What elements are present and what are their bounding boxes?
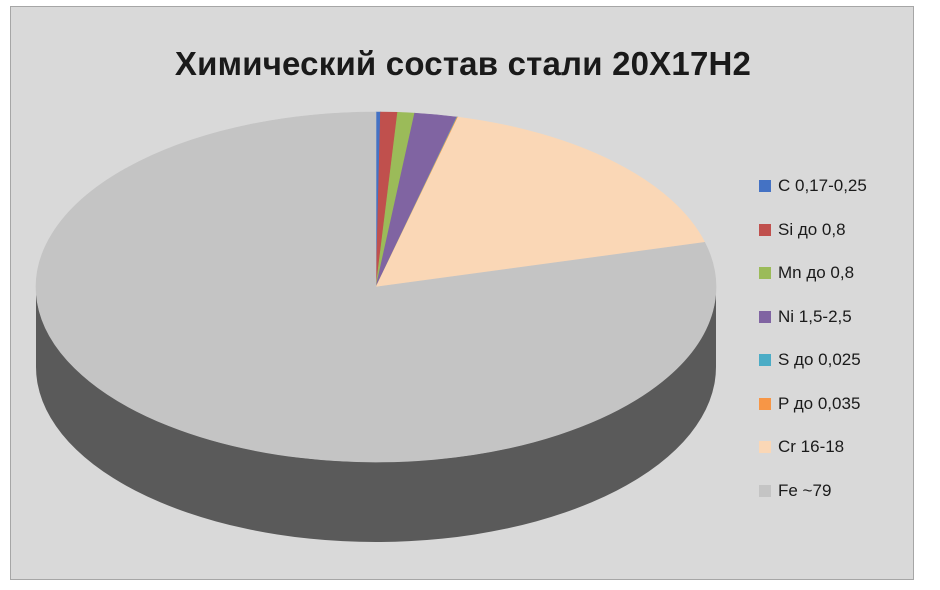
legend-item: P до 0,035 <box>759 391 919 435</box>
legend-item: Mn до 0,8 <box>759 260 919 304</box>
legend-label: Ni 1,5-2,5 <box>778 306 852 326</box>
chart-area: Химический состав стали 20Х17Н2 C 0,17-0… <box>10 6 914 580</box>
legend-swatch <box>759 441 771 453</box>
legend-item: C 0,17-0,25 <box>759 173 919 217</box>
legend-swatch <box>759 223 771 236</box>
legend: C 0,17-0,25 Si до 0,8 Mn до 0,8 Ni 1,5-2,5 S… <box>759 173 919 521</box>
legend-label: C 0,17-0,25 <box>778 176 867 195</box>
pie-side-fe <box>36 287 716 542</box>
legend-label: Fe ~79 <box>778 480 832 500</box>
pie-slice-fe <box>35 111 717 463</box>
pie-chart <box>35 111 717 542</box>
legend-label: Si до 0,8 <box>778 219 846 239</box>
legend-item: Si до 0,8 <box>759 217 919 261</box>
legend-label: S до 0,025 <box>778 350 861 369</box>
legend-swatch <box>759 354 771 366</box>
legend-swatch <box>759 484 771 497</box>
legend-item: Fe ~79 <box>759 478 919 522</box>
legend-label: Mn до 0,8 <box>778 263 855 282</box>
legend-swatch <box>759 397 771 410</box>
legend-item: S до 0,025 <box>759 347 919 391</box>
legend-swatch <box>759 310 771 323</box>
legend-swatch <box>759 267 771 279</box>
legend-item: Cr 16-18 <box>759 434 919 478</box>
pie-slice-cr <box>375 116 706 288</box>
legend-label: Cr 16-18 <box>778 437 845 456</box>
chart-title: Химический состав стали 20Х17Н2 <box>174 45 752 82</box>
legend-item: Ni 1,5-2,5 <box>759 304 919 348</box>
legend-swatch <box>759 180 771 192</box>
legend-label: P до 0,035 <box>778 393 861 413</box>
